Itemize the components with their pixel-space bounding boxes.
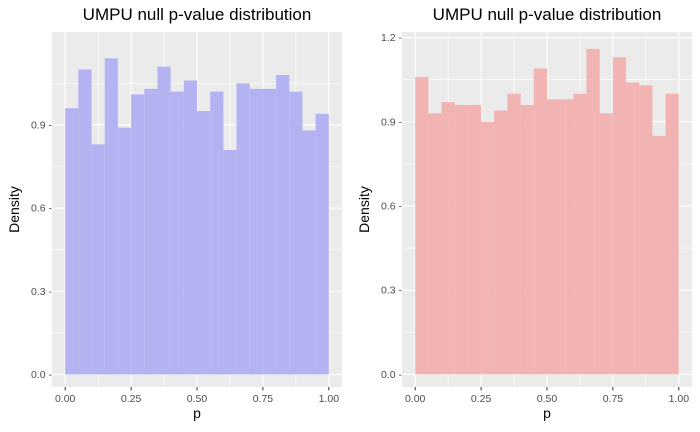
histogram-bar (665, 93, 679, 375)
x-tick-label: 1.00 (319, 393, 340, 405)
x-tick-label: 1.00 (669, 393, 690, 405)
y-axis-title: Density (356, 186, 372, 233)
x-axis-title: p (543, 405, 551, 421)
histogram-bar (104, 58, 118, 375)
chart-panel-right: 0.00 0.25 0.50 0.75 1.00 0.0 - 0.3 - 0.6 - 0.9 -… (350, 0, 700, 432)
y-tick-label: 0.0 - (31, 369, 53, 381)
histogram-bar (91, 144, 105, 375)
x-tick-label: 0.50 (187, 393, 208, 405)
histogram-bar (289, 91, 303, 375)
histogram-bar (612, 57, 627, 375)
histogram-bar (262, 88, 277, 375)
histogram-bar (639, 85, 653, 375)
x-tick-label: 0.25 (471, 393, 492, 405)
y-tick-label: 0.9 - (31, 119, 53, 131)
histogram-bar (223, 149, 237, 375)
histogram-bar (144, 88, 158, 375)
x-axis-title: p (193, 405, 201, 421)
histogram-bar (520, 104, 534, 375)
histogram-bar (249, 88, 263, 375)
histogram-bar (560, 99, 574, 375)
histogram-bar (467, 104, 482, 375)
y-tick-label: 0.6 - (31, 203, 53, 215)
y-tick-label: 1.2 - (381, 32, 403, 44)
histogram-bar (533, 68, 547, 375)
histogram-bar (454, 104, 468, 375)
histogram-bar (236, 83, 250, 375)
histogram-chart-left: 0.00 0.25 0.50 0.75 1.00 0.0 - 0.3 - 0.6 - 0.9 -… (6, 5, 342, 421)
chart-title: UMPU null p-value distribution (433, 5, 662, 24)
y-tick-label: 0.0 - (381, 369, 403, 381)
y-tick-label: 0.6 - (381, 200, 403, 212)
x-tick-label: 0.75 (603, 393, 624, 405)
histogram-bar (586, 48, 600, 375)
histogram-bar (415, 76, 429, 375)
histogram-bar (315, 113, 329, 375)
histogram-bar (302, 130, 316, 375)
x-tick-label: 0.50 (537, 393, 558, 405)
x-tick-label: 0.00 (405, 393, 426, 405)
histogram-bar (441, 102, 455, 375)
y-axis-title: Density (6, 186, 22, 233)
histogram-bar (481, 121, 495, 375)
histogram-bar (276, 74, 290, 375)
histogram-bar (599, 113, 613, 375)
y-tick-label: 0.3 - (31, 286, 53, 298)
histogram-bar (157, 66, 171, 375)
histogram-bar (197, 111, 211, 375)
histogram-bar (626, 82, 640, 375)
x-tick-label: 0.25 (121, 393, 142, 405)
histogram-bar (131, 94, 145, 375)
histogram-bar (65, 108, 79, 375)
histogram-bar (507, 93, 521, 375)
x-tick-label: 0.00 (55, 393, 76, 405)
histogram-bar (652, 135, 666, 375)
y-tick-label: 0.9 - (381, 116, 403, 128)
histogram-bar (78, 69, 92, 375)
histogram-bar (573, 93, 587, 375)
y-tick-label: 0.3 - (381, 285, 403, 297)
histogram-bar (170, 91, 184, 375)
histogram-bar (183, 80, 197, 375)
histogram-bar (210, 91, 224, 375)
chart-panel-left: 0.00 0.25 0.50 0.75 1.00 0.0 - 0.3 - 0.6 - 0.9 -… (6, 5, 342, 421)
histogram-chart-right: 0.00 0.25 0.50 0.75 1.00 0.0 - 0.3 - 0.6 - 0.9 -… (356, 5, 692, 421)
histogram-bar (117, 127, 132, 375)
histogram-bar (494, 110, 508, 375)
histogram-bar (547, 99, 561, 375)
x-tick-label: 0.75 (253, 393, 274, 405)
histogram-bar (428, 113, 442, 375)
chart-title: UMPU null p-value distribution (83, 5, 312, 24)
